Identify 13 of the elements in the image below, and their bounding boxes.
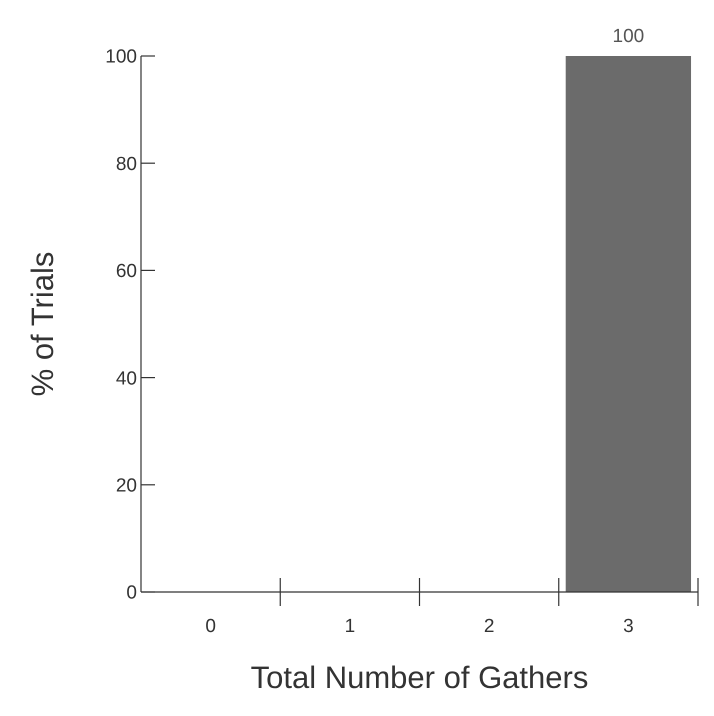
- y-axis-title: % of Trials: [25, 252, 60, 396]
- y-tick-label: 40: [116, 368, 137, 390]
- x-tick-label: 3: [623, 616, 634, 637]
- y-tick-label: 60: [116, 261, 137, 282]
- data-label: 100: [612, 26, 644, 47]
- y-tick-label: 0: [126, 582, 137, 604]
- y-tick-label: 20: [116, 475, 137, 496]
- x-tick-label: 1: [344, 616, 356, 637]
- y-tick-label: 100: [105, 46, 137, 68]
- x-tick-label: 2: [484, 616, 494, 637]
- x-axis-title: Total Number of Gathers: [250, 660, 588, 695]
- y-tick-label: 80: [116, 154, 137, 175]
- x-tick-label: 0: [205, 616, 216, 637]
